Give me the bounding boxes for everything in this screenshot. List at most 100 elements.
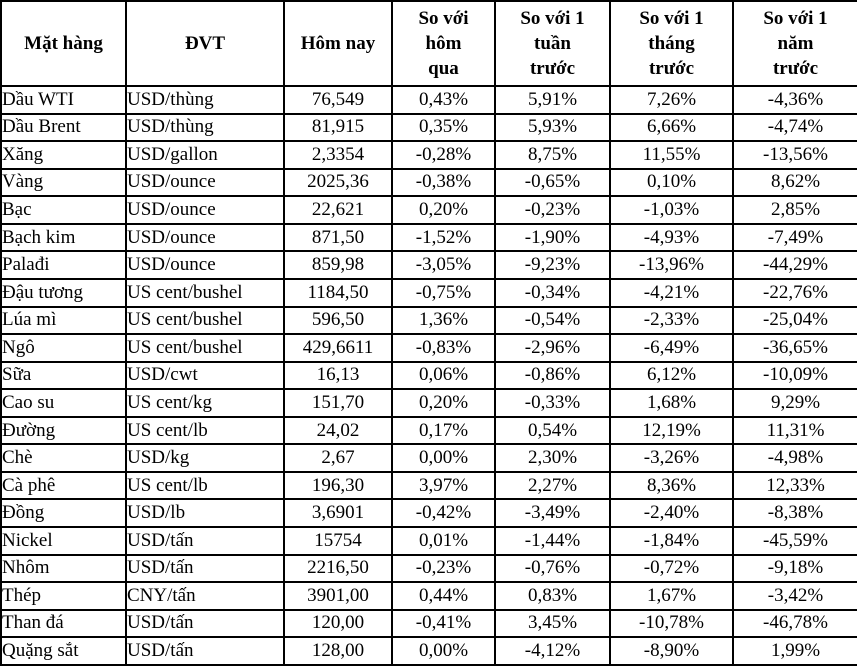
table-row: Than đá USD/tấn 120,00 -0,41% 3,45% -10,78% -4… — [0, 608, 857, 639]
commodity-name-cell: Đồng — [0, 498, 127, 528]
price-today-cell: 76,549 — [283, 85, 393, 115]
change-vs-week-cell: 2,27% — [494, 470, 611, 501]
commodity-name-cell: Thép — [0, 581, 127, 611]
change-vs-yesterday-cell: 0,01% — [391, 526, 496, 556]
change-vs-year-cell: 12,33% — [732, 470, 857, 501]
change-vs-month-cell: 12,19% — [609, 415, 734, 446]
change-vs-week-cell: 0,83% — [494, 581, 611, 611]
unit-cell: US cent/lb — [125, 470, 285, 501]
unit-cell: USD/ounce — [125, 195, 285, 225]
col-header-vs-year: So với 1 năm trước — [732, 0, 857, 87]
change-vs-week-cell: 5,91% — [494, 85, 611, 115]
change-vs-week-cell: -0,34% — [494, 277, 611, 308]
price-today-cell: 120,00 — [283, 608, 393, 639]
change-vs-year-cell: -45,59% — [732, 526, 857, 556]
price-today-cell: 3,6901 — [283, 498, 393, 528]
commodity-name-cell: Lúa mì — [0, 305, 127, 336]
col-header-unit: ĐVT — [125, 0, 285, 87]
change-vs-month-cell: -1,03% — [609, 195, 734, 225]
change-vs-week-cell: -1,90% — [494, 222, 611, 253]
change-vs-yesterday-cell: 0,17% — [391, 415, 496, 446]
commodity-name-cell: Nickel — [0, 526, 127, 556]
change-vs-year-cell: 8,62% — [732, 167, 857, 198]
table-row: Sữa USD/cwt 16,13 0,06% -0,86% 6,12% -10,09% — [0, 360, 857, 391]
change-vs-week-cell: -3,49% — [494, 498, 611, 528]
price-today-cell: 24,02 — [283, 415, 393, 446]
price-today-cell: 859,98 — [283, 250, 393, 280]
price-today-cell: 15754 — [283, 526, 393, 556]
change-vs-month-cell: -2,33% — [609, 305, 734, 336]
change-vs-month-cell: -4,93% — [609, 222, 734, 253]
commodity-name-cell: Than đá — [0, 608, 127, 639]
table-row: Cà phê US cent/lb 196,30 3,97% 2,27% 8,36% 12,… — [0, 470, 857, 501]
change-vs-yesterday-cell: 0,20% — [391, 388, 496, 418]
unit-cell: USD/ounce — [125, 222, 285, 253]
change-vs-yesterday-cell: -0,23% — [391, 553, 496, 584]
price-today-cell: 16,13 — [283, 360, 393, 391]
table-row: Chè USD/kg 2,67 0,00% 2,30% -3,26% -4,98% — [0, 443, 857, 473]
change-vs-month-cell: -4,21% — [609, 277, 734, 308]
change-vs-year-cell: -10,09% — [732, 360, 857, 391]
change-vs-month-cell: -13,96% — [609, 250, 734, 280]
change-vs-yesterday-cell: 0,20% — [391, 195, 496, 225]
unit-cell: US cent/bushel — [125, 305, 285, 336]
unit-cell: USD/ounce — [125, 250, 285, 280]
price-today-cell: 22,621 — [283, 195, 393, 225]
change-vs-week-cell: 5,93% — [494, 112, 611, 143]
change-vs-week-cell: 3,45% — [494, 608, 611, 639]
table-row: Đậu tương US cent/bushel 1184,50 -0,75% -0,3… — [0, 277, 857, 308]
price-today-cell: 429,6611 — [283, 333, 393, 363]
change-vs-month-cell: -10,78% — [609, 608, 734, 639]
commodity-name-cell: Sữa — [0, 360, 127, 391]
table-row: Dầu WTI USD/thùng 76,549 0,43% 5,91% 7,26% -4,… — [0, 85, 857, 115]
change-vs-month-cell: 11,55% — [609, 140, 734, 170]
table-row: Vàng USD/ounce 2025,36 -0,38% -0,65% 0,10% 8,6… — [0, 167, 857, 198]
unit-cell: USD/tấn — [125, 636, 285, 666]
header-row: Mặt hàng ĐVT Hôm nay So với hôm qua So v… — [0, 0, 857, 87]
table-row: Đồng USD/lb 3,6901 -0,42% -3,49% -2,40% -8,38% — [0, 498, 857, 528]
price-today-cell: 128,00 — [283, 636, 393, 666]
change-vs-year-cell: -7,49% — [732, 222, 857, 253]
table-row: Nhôm USD/tấn 2216,50 -0,23% -0,76% -0,72% -9,1… — [0, 553, 857, 584]
change-vs-year-cell: -44,29% — [732, 250, 857, 280]
commodity-name-cell: Cà phê — [0, 470, 127, 501]
commodity-name-cell: Quặng sắt — [0, 636, 127, 666]
change-vs-week-cell: -0,65% — [494, 167, 611, 198]
change-vs-week-cell: -0,33% — [494, 388, 611, 418]
change-vs-week-cell: 8,75% — [494, 140, 611, 170]
commodity-name-cell: Xăng — [0, 140, 127, 170]
commodity-name-cell: Cao su — [0, 388, 127, 418]
commodity-name-cell: Nhôm — [0, 553, 127, 584]
price-today-cell: 2025,36 — [283, 167, 393, 198]
commodity-name-cell: Bạch kim — [0, 222, 127, 253]
price-today-cell: 151,70 — [283, 388, 393, 418]
commodity-name-cell: Dầu Brent — [0, 112, 127, 143]
unit-cell: USD/tấn — [125, 553, 285, 584]
price-today-cell: 871,50 — [283, 222, 393, 253]
price-today-cell: 196,30 — [283, 470, 393, 501]
price-today-cell: 81,915 — [283, 112, 393, 143]
change-vs-year-cell: -22,76% — [732, 277, 857, 308]
unit-cell: USD/cwt — [125, 360, 285, 391]
change-vs-year-cell: 11,31% — [732, 415, 857, 446]
commodity-name-cell: Đậu tương — [0, 277, 127, 308]
change-vs-yesterday-cell: 0,00% — [391, 443, 496, 473]
change-vs-year-cell: -46,78% — [732, 608, 857, 639]
change-vs-year-cell: -8,38% — [732, 498, 857, 528]
commodity-name-cell: Dầu WTI — [0, 85, 127, 115]
table-row: Lúa mì US cent/bushel 596,50 1,36% -0,54% -2,… — [0, 305, 857, 336]
change-vs-week-cell: -4,12% — [494, 636, 611, 666]
change-vs-month-cell: 1,68% — [609, 388, 734, 418]
price-today-cell: 3901,00 — [283, 581, 393, 611]
change-vs-month-cell: -2,40% — [609, 498, 734, 528]
change-vs-month-cell: -8,90% — [609, 636, 734, 666]
change-vs-year-cell: 9,29% — [732, 388, 857, 418]
change-vs-year-cell: -4,98% — [732, 443, 857, 473]
change-vs-month-cell: 6,12% — [609, 360, 734, 391]
change-vs-week-cell: -0,54% — [494, 305, 611, 336]
col-header-vs-week: So với 1 tuần trước — [494, 0, 611, 87]
table-row: Ngô US cent/bushel 429,6611 -0,83% -2,96% -6,… — [0, 333, 857, 363]
table-row: Thép CNY/tấn 3901,00 0,44% 0,83% 1,67% -3,42% — [0, 581, 857, 611]
change-vs-month-cell: 0,10% — [609, 167, 734, 198]
